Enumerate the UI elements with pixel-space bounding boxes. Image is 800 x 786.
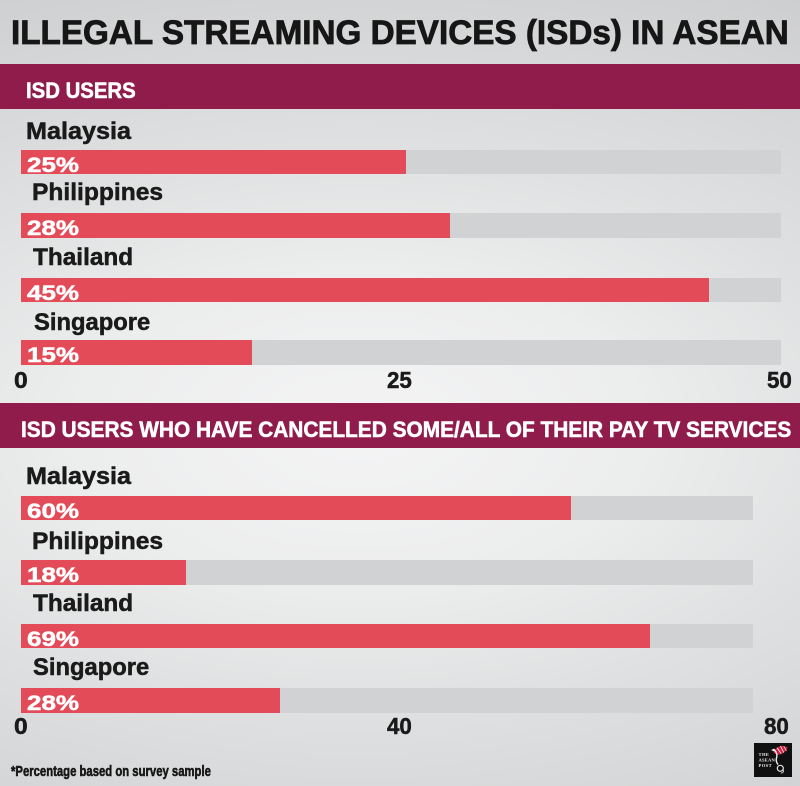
svg-text:ASEAN: ASEAN bbox=[759, 758, 776, 763]
svg-text:THE: THE bbox=[759, 752, 770, 757]
svg-text:POST: POST bbox=[759, 763, 773, 768]
